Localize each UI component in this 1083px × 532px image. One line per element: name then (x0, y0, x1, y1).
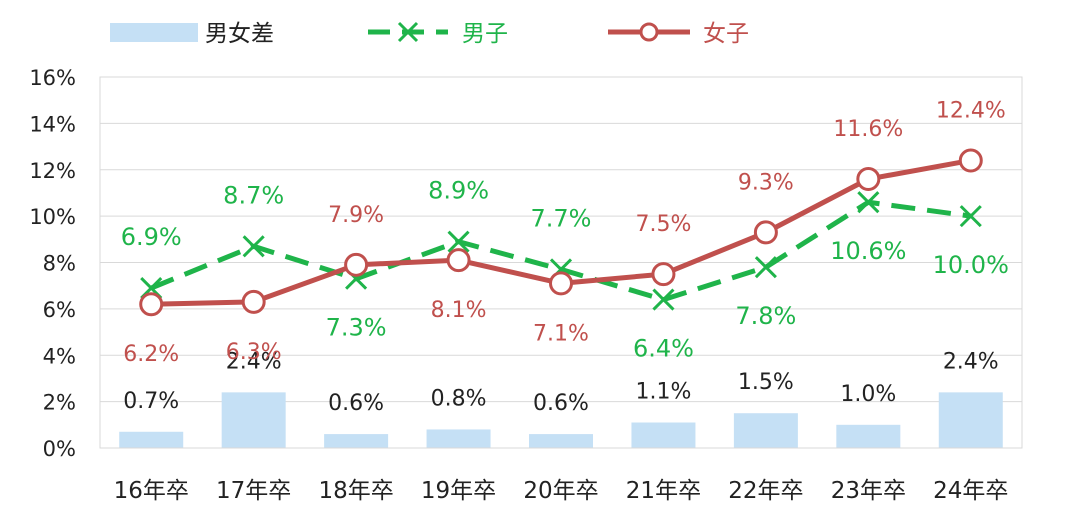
x-tick-label: 21年卒 (626, 478, 701, 504)
legend-marker-male (397, 21, 419, 43)
marker-female-circle (139, 292, 164, 317)
data-label-male: 8.9% (428, 177, 489, 205)
data-label-male: 6.9% (121, 223, 182, 251)
data-label-male: 10.0% (933, 251, 1009, 279)
bar-data-label: 2.4% (226, 349, 282, 374)
marker-male-x (447, 230, 470, 253)
bar-data-label: 0.6% (328, 391, 384, 416)
data-label-female: 8.1% (431, 298, 487, 323)
legend: 男女差 男子 女子 (110, 21, 749, 47)
data-label-female: 7.5% (635, 212, 691, 237)
marker-female-circle (753, 220, 778, 245)
y-tick-label: 12% (29, 159, 76, 183)
data-label-female: 7.1% (533, 321, 589, 346)
data-label-female: 6.2% (123, 342, 179, 367)
x-tick-label: 18年卒 (318, 478, 393, 504)
marker-male-x (652, 288, 675, 311)
line-markers (139, 148, 983, 317)
y-axis-tick-labels: 0% 2% 4% 6% 8% 10% 12% 14% 16% (29, 66, 76, 461)
data-label-female: 7.9% (328, 203, 384, 228)
data-label-male: 7.3% (326, 314, 387, 342)
data-label-female: 6.3% (226, 340, 282, 365)
data-label-male: 7.8% (735, 302, 796, 330)
data-label-male: 10.6% (830, 237, 906, 265)
bar-gender-gap (119, 431, 184, 448)
x-tick-label: 20年卒 (523, 478, 598, 504)
bar-gender-gap (426, 429, 491, 448)
y-tick-label: 8% (43, 252, 76, 276)
marker-female-circle (549, 271, 573, 296)
bar-series-gender-gap (119, 392, 1003, 448)
data-label-female: 9.3% (738, 170, 794, 195)
legend-marker-female (639, 22, 659, 42)
x-tick-label: 19年卒 (421, 478, 496, 504)
data-label-male: 6.4% (633, 335, 694, 363)
bar-gender-gap (221, 392, 286, 448)
x-tick-label: 23年卒 (831, 478, 906, 504)
marker-female-circle (856, 167, 881, 192)
bar-gender-gap (529, 434, 593, 448)
legend-label-male: 男子 (462, 21, 508, 47)
bar-data-label: 0.6% (533, 391, 589, 416)
legend-label-gender-gap: 男女差 (205, 21, 274, 47)
bar-data-label: 1.5% (738, 370, 794, 395)
data-label-female: 11.6% (833, 117, 903, 142)
plot-area-frame (99, 76, 1023, 449)
bar-data-label: 0.7% (123, 389, 179, 414)
y-tick-label: 10% (29, 205, 76, 229)
x-tick-label: 17年卒 (216, 478, 291, 504)
y-tick-label: 4% (43, 344, 76, 368)
data-label-male: 7.7% (531, 204, 592, 232)
bar-data-labels: 0.7% 2.4% 0.6% 0.8% 0.6% 1.1% 1.5% 1.0% 2.4% (123, 349, 998, 416)
bar-data-label: 1.0% (840, 382, 896, 407)
marker-male-x (959, 205, 982, 228)
bar-gender-gap (324, 434, 389, 448)
y-tick-label: 0% (43, 437, 76, 461)
data-label-male: 8.7% (223, 181, 284, 209)
marker-female-circle (651, 262, 676, 287)
marker-female-circle (241, 289, 266, 314)
x-axis-tick-labels: 16年卒 17年卒 18年卒 19年卒 20年卒 21年卒 22年卒 23年卒 24年卒 (114, 478, 1009, 504)
y-tick-label: 2% (43, 391, 76, 415)
bar-gender-gap (836, 424, 901, 448)
x-tick-label: 22年卒 (728, 478, 803, 504)
x-tick-label: 16年卒 (114, 478, 189, 504)
y-tick-label: 14% (29, 112, 76, 136)
bar-data-label: 2.4% (943, 349, 999, 374)
marker-female-circle (344, 252, 369, 277)
legend-swatch-gender-gap (110, 23, 198, 42)
bar-data-label: 1.1% (635, 379, 691, 404)
marker-male-x (857, 191, 880, 214)
bar-gender-gap (733, 413, 798, 448)
marker-male-x (242, 235, 265, 258)
x-tick-label: 24年卒 (933, 478, 1008, 504)
bar-gender-gap (631, 422, 696, 448)
marker-female-circle (446, 248, 471, 273)
legend-label-female: 女子 (703, 21, 749, 47)
y-tick-label: 16% (29, 66, 76, 90)
marker-male-x (754, 256, 777, 279)
y-tick-label: 6% (43, 298, 76, 322)
line-data-labels: 6.9% 8.7% 7.3% 8.9% 7.7% 6.4% 7.8% 10.6% 10.0% 6.… (121, 98, 1009, 367)
data-label-female: 12.4% (936, 98, 1006, 123)
bar-gender-gap (938, 392, 1003, 448)
bar-data-label: 0.8% (431, 386, 487, 411)
marker-female-circle (958, 148, 983, 173)
